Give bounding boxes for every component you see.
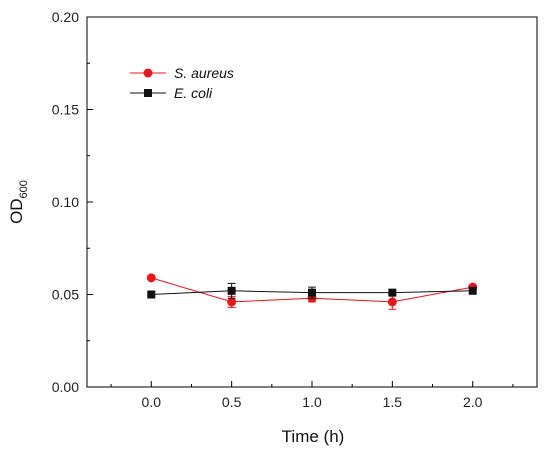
legend-label-s-aureus: S. aureus xyxy=(174,65,234,81)
y-tick-label-0: 0.00 xyxy=(52,379,79,395)
legend: S. aureus E. coli xyxy=(130,65,234,101)
y-tick-label-1: 0.05 xyxy=(52,287,79,303)
data-point-s-aureus xyxy=(387,297,397,307)
x-tick-label-3: 1.5 xyxy=(383,394,403,410)
y-tick-label-4: 0.20 xyxy=(52,9,79,25)
y-tick-label-3: 0.15 xyxy=(52,102,79,118)
y-axis-title-subscript: 600 xyxy=(18,180,30,198)
x-tick-label-2: 1.0 xyxy=(302,394,322,410)
data-point-e-coli xyxy=(308,288,316,297)
x-axis-title: Time (h) xyxy=(282,427,345,446)
data-point-e-coli xyxy=(227,286,236,295)
x-tick-label-4: 2.0 xyxy=(463,394,483,410)
legend-marker-e-coli xyxy=(144,89,152,97)
data-point-e-coli xyxy=(147,290,156,299)
series-layer xyxy=(146,273,478,310)
data-point-s-aureus xyxy=(227,297,237,307)
axis-ticks xyxy=(87,16,514,388)
x-tick-label-1: 0.5 xyxy=(222,394,242,410)
data-point-e-coli xyxy=(468,286,477,295)
y-axis-title: OD600 xyxy=(7,180,30,224)
data-point-s-aureus xyxy=(146,273,156,283)
legend-label-e-coli: E. coli xyxy=(174,85,213,101)
y-tick-label-2: 0.10 xyxy=(52,194,79,210)
legend-marker-s-aureus xyxy=(143,68,153,78)
data-point-e-coli xyxy=(388,288,397,297)
x-tick-label-0: 0.0 xyxy=(142,394,162,410)
tick-labels: 0.0 0.5 1.0 1.5 2.0 0.00 0.05 0.10 0.15 0.20 xyxy=(52,9,483,410)
